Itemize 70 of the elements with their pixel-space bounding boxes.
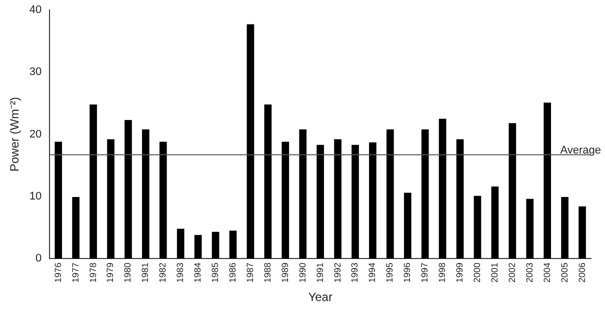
bar [369,142,376,259]
y-tick-label: 0 [36,252,42,265]
bar [194,234,202,259]
bar [544,102,552,259]
x-tick-label: 1990 [297,262,308,283]
x-tick-label: 2000 [472,262,482,283]
y-tick-label: 10 [29,190,42,202]
x-tick-label: 1997 [420,262,430,283]
x-tick-label: 2003 [524,262,534,283]
bar [578,206,586,259]
bar [282,142,290,259]
x-tick-label: 1996 [402,262,412,283]
x-tick-label: 1978 [88,262,98,283]
bar [386,129,394,259]
x-tick-label: 1977 [70,262,80,283]
bar [142,129,150,259]
x-tick-label: 2005 [559,262,570,283]
x-tick-label: 1984 [192,262,203,283]
bar [90,104,97,259]
bar [438,118,446,259]
x-tick-label: 1999 [454,262,465,283]
x-tick-label: 1982 [158,262,168,283]
y-tick-label: 40 [29,4,42,16]
bar [72,197,80,259]
x-tick-label: 2006 [576,262,587,283]
x-tick-label: 1989 [280,262,290,283]
x-tick-label: 1995 [384,262,395,283]
y-axis-title: Power (Wm⁻²) [8,96,22,172]
bar [316,144,324,259]
bar [352,144,359,259]
x-tick-label: 1983 [175,262,186,283]
bar [299,129,307,259]
x-tick-label: 2001 [489,262,500,283]
bar [124,120,132,259]
bar [474,196,482,259]
x-tick-label: 1979 [105,262,116,283]
x-tick-label: 1992 [332,262,342,283]
bar [246,24,254,259]
bar [508,123,516,259]
x-tick-label: 1985 [210,262,220,283]
x-axis-title: Year [308,290,332,304]
bar [491,186,499,259]
x-tick-label: 1987 [244,262,255,283]
bar [159,142,167,259]
x-tick-label: 1981 [140,262,150,283]
bar [54,142,62,259]
x-tick-label: 1991 [314,262,325,283]
ref-line-label: Average [560,144,601,156]
x-tick-label: 1993 [350,262,360,283]
bar [264,104,272,259]
x-tick-label: 2002 [506,262,517,283]
bar [526,198,534,259]
bar [561,197,568,259]
x-tick-label: 2004 [542,262,552,283]
x-tick-label: 1986 [227,262,238,283]
bar [404,192,412,259]
x-tick-label: 1980 [122,262,133,283]
x-tick-label: 1976 [52,262,63,283]
bar [107,139,114,259]
bar [212,232,220,259]
bar [421,129,429,259]
bar [229,230,237,259]
y-tick-label: 20 [29,128,42,140]
bar [334,139,342,259]
y-tick-label: 30 [29,66,42,78]
x-tick-label: 1994 [367,262,378,283]
bar [456,139,464,259]
x-tick-label: 1988 [262,262,272,283]
x-tick-label: 1998 [437,262,448,283]
bar [176,228,184,259]
